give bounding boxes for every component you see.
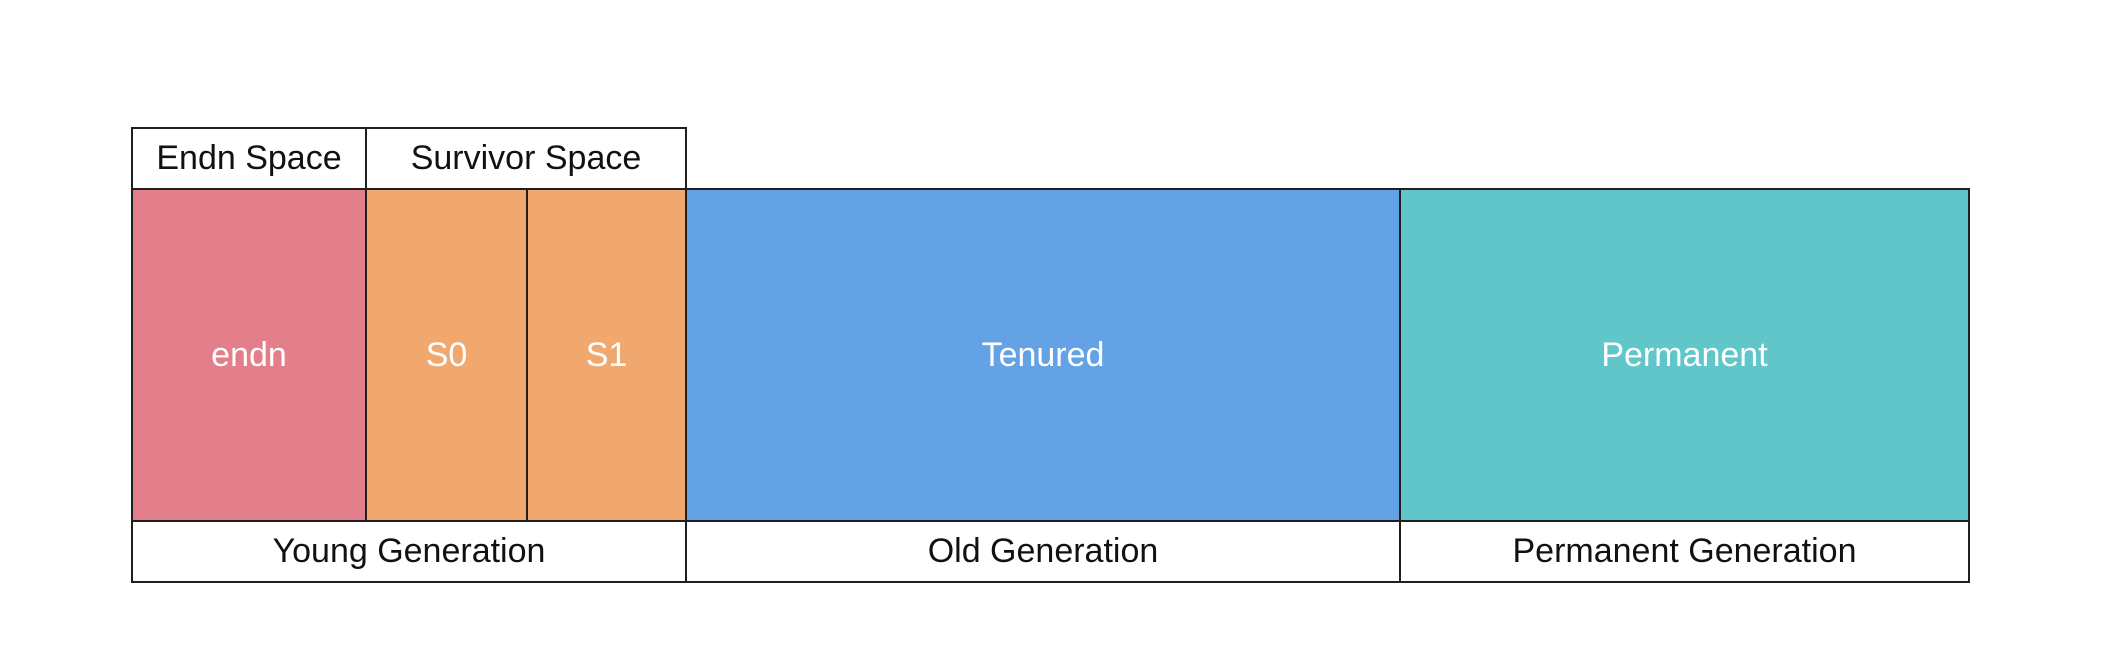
permanent-region: Permanent xyxy=(1399,188,1970,522)
old-generation-label: Old Generation xyxy=(927,532,1159,570)
eden-region: endn xyxy=(131,188,367,522)
tenured-region-label: Tenured xyxy=(981,335,1105,374)
old-generation-footer: Old Generation xyxy=(685,520,1401,583)
permanent-generation-label: Permanent Generation xyxy=(1512,532,1857,570)
survivor-space-header-label: Survivor Space xyxy=(410,139,642,177)
survivor-space-header: Survivor Space xyxy=(365,127,687,190)
survivor-s0-region: S0 xyxy=(365,188,528,522)
eden-region-label: endn xyxy=(211,335,287,374)
young-generation-label: Young Generation xyxy=(272,532,546,570)
young-generation-footer: Young Generation xyxy=(131,520,687,583)
survivor-s0-label: S0 xyxy=(425,335,468,374)
permanent-generation-footer: Permanent Generation xyxy=(1399,520,1970,583)
eden-space-header-label: Endn Space xyxy=(156,139,342,177)
tenured-region: Tenured xyxy=(685,188,1401,522)
permanent-region-label: Permanent xyxy=(1601,335,1768,374)
survivor-s1-region: S1 xyxy=(526,188,687,522)
survivor-s1-label: S1 xyxy=(585,335,628,374)
eden-space-header: Endn Space xyxy=(131,127,367,190)
